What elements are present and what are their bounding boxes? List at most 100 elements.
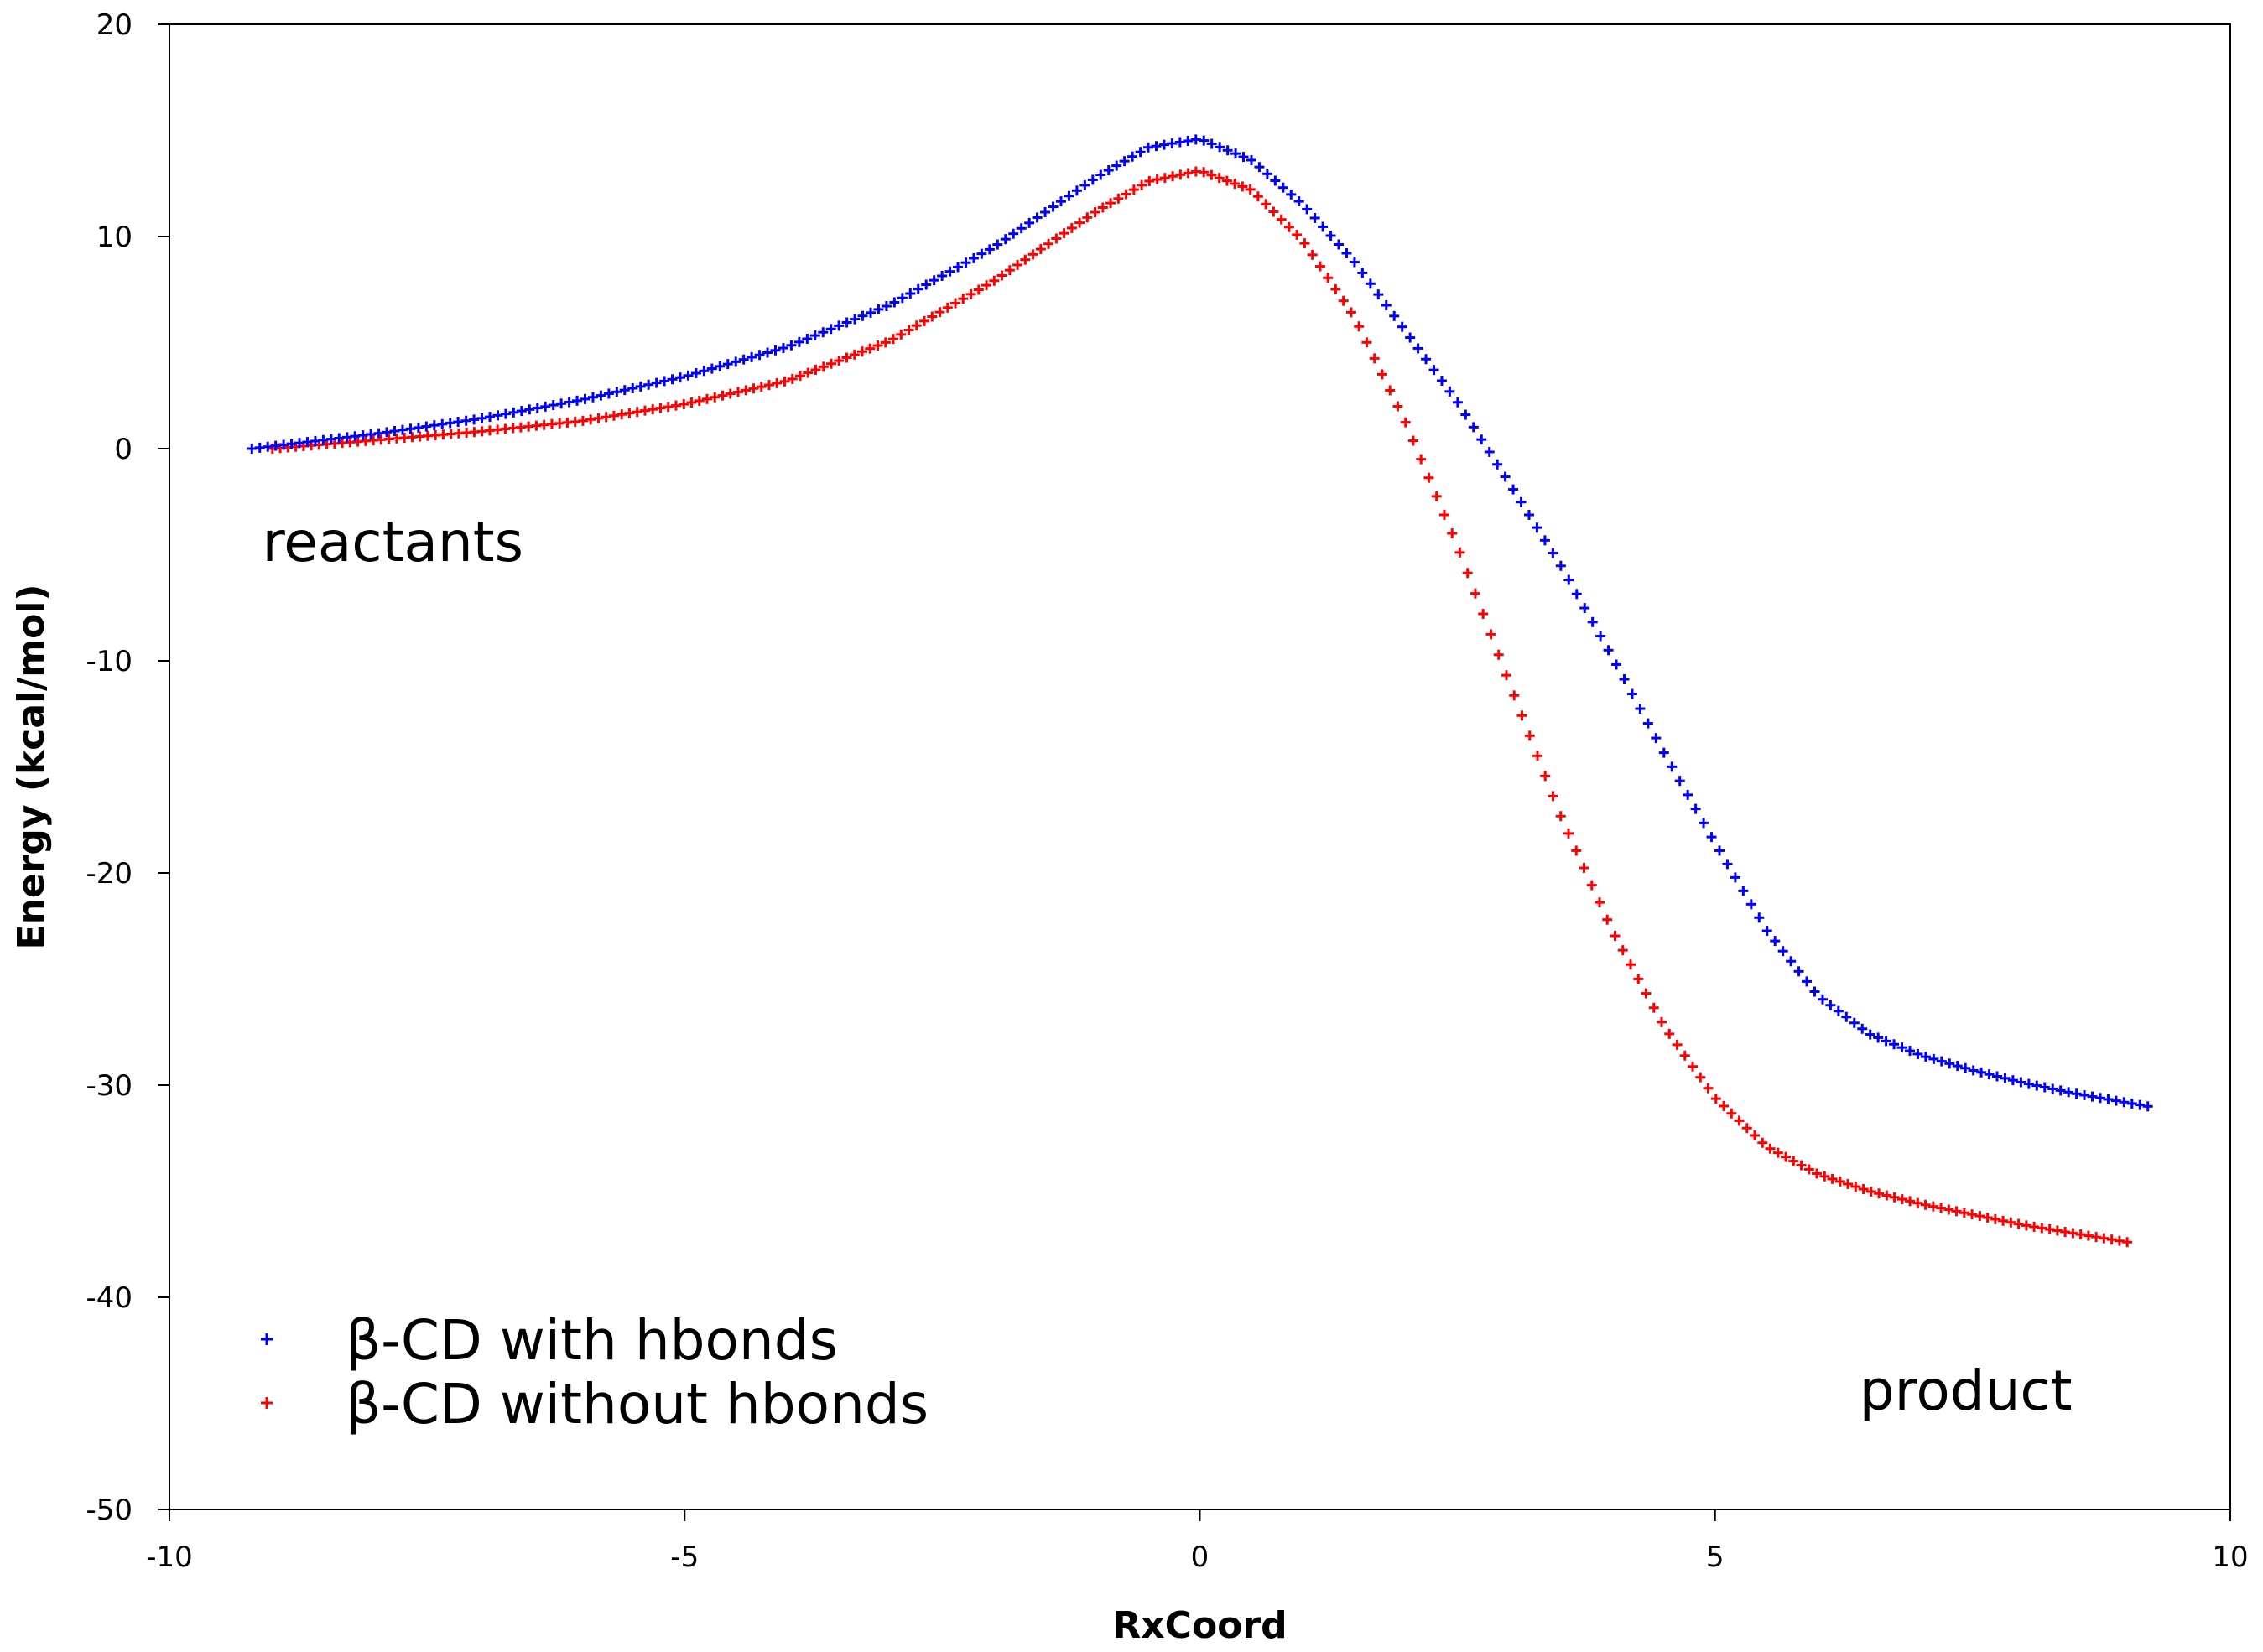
data-point [950,298,961,309]
data-point [1803,1164,1814,1175]
data-point [748,383,759,394]
data-point [624,408,635,418]
x-tick-label: -5 [670,1540,699,1574]
data-point [548,400,559,411]
data-point [953,262,964,273]
data-point [1230,148,1241,159]
data-point [1314,261,1325,272]
data-point [1460,409,1471,420]
data-point [1381,299,1392,310]
data-point [913,283,923,294]
data-point [2142,1101,2153,1112]
data-point [1074,217,1085,228]
data-point [1428,365,1439,376]
data-point [619,385,630,396]
data-point [1452,397,1463,408]
data-point [2013,1218,2024,1229]
data-point [968,252,979,263]
data-point [1268,206,1279,217]
data-point [710,392,721,403]
legend-label-with-hbonds: β-CD with hbonds [346,1308,838,1373]
data-point [1984,1069,1995,1080]
data-point [1035,244,1046,255]
data-point [1276,214,1287,225]
data-point [1369,353,1380,364]
data-point [1000,234,1011,245]
data-point [2106,1234,2117,1245]
data-point [1841,1011,1852,1022]
data-point [958,294,969,304]
data-point [1111,160,1122,171]
data-point [1421,354,1432,365]
data-point [663,402,674,413]
data-point [2103,1094,2114,1104]
data-point [2021,1220,2031,1231]
data-point [731,356,741,367]
data-point [1786,956,1797,967]
data-point [1137,179,1147,190]
data-point [873,304,884,314]
data-point [1222,145,1233,156]
data-point [1159,173,1170,184]
data-point [608,410,619,421]
series-with-hbonds [247,134,2153,1112]
data-point [1385,385,1396,396]
data-point [2068,1228,2078,1239]
data-point [942,302,953,313]
data-point [1524,509,1535,520]
data-point [1952,1061,1963,1072]
data-point [2094,1093,2105,1104]
data-point [1113,193,1124,204]
data-point [989,275,1000,286]
data-point [1874,1188,1885,1199]
data-point [492,410,503,421]
data-point [2052,1225,2063,1236]
data-point [1293,196,1304,207]
data-point [809,330,820,341]
data-point [1896,1042,1907,1053]
data-point [564,397,575,408]
data-point [1468,422,1479,433]
data-point [1309,212,1320,223]
data-point [1286,189,1297,200]
data-point [585,414,596,425]
data-point [1048,201,1059,212]
data-point [872,340,883,351]
x-axis-title: RxCoord [1112,1604,1287,1647]
data-point [1254,162,1265,173]
data-point [841,317,852,328]
data-point [1710,1094,1721,1104]
data-point [772,377,783,388]
data-point [1648,1002,1659,1013]
data-point [770,345,781,356]
data-point [1262,169,1272,179]
data-point [1967,1209,1978,1220]
data-point [984,244,995,255]
data-point [1896,1194,1907,1205]
data-point [1008,228,1019,239]
data-point [992,239,1003,250]
data-point [786,340,797,351]
data-point [1563,828,1574,839]
data-point [1772,1147,1783,1158]
data-point [965,288,976,299]
data-point [1230,179,1241,190]
data-point [1834,1176,1845,1187]
data-point [1857,1023,1868,1034]
data-point [1664,1028,1675,1039]
data-point [1770,936,1781,947]
data-point [1151,141,1162,152]
data-point [2122,1237,2133,1248]
data-point [1539,535,1550,546]
data-point [1579,603,1590,614]
data-point [1904,1046,1915,1057]
data-point [715,361,726,371]
data-point [2075,1229,2086,1240]
plot-frame [169,23,2231,1510]
data-point [1765,1143,1776,1154]
data-point [1024,217,1035,228]
data-point [1167,138,1178,149]
data-point [1641,988,1652,999]
data-point [1796,1160,1807,1171]
data-point [1277,182,1288,193]
